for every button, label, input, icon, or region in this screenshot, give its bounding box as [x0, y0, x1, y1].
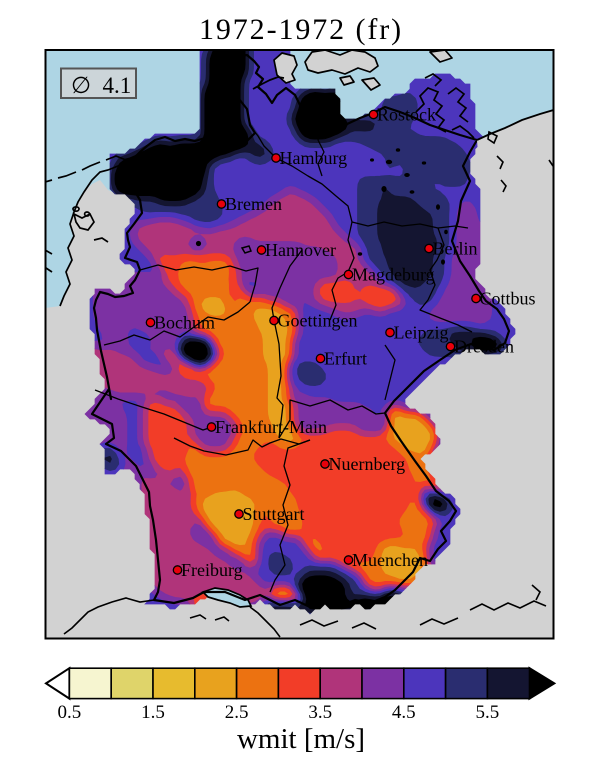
svg-text:1972-1972 (fr): 1972-1972 (fr): [199, 13, 403, 46]
svg-text:Freiburg: Freiburg: [181, 560, 243, 580]
svg-text:Rostock: Rostock: [377, 105, 436, 125]
svg-text:1.5: 1.5: [141, 702, 165, 723]
svg-text:4.5: 4.5: [392, 702, 416, 723]
svg-text:Muenchen: Muenchen: [352, 550, 428, 570]
svg-text:wmit [m/s]: wmit [m/s]: [237, 723, 365, 755]
svg-text:Dresden: Dresden: [454, 337, 514, 357]
svg-text:Frankfurt-Main: Frankfurt-Main: [215, 417, 327, 437]
svg-text:5.5: 5.5: [476, 702, 500, 723]
svg-text:Magdeburg: Magdeburg: [352, 265, 435, 285]
svg-text:Leipzig: Leipzig: [394, 323, 449, 343]
svg-text:Cottbus: Cottbus: [480, 289, 536, 309]
svg-text:∅ 4.1: ∅ 4.1: [71, 73, 131, 98]
svg-text:Berlin: Berlin: [433, 239, 478, 259]
svg-text:Hamburg: Hamburg: [280, 148, 348, 168]
svg-text:Bochum: Bochum: [154, 313, 215, 333]
svg-text:3.5: 3.5: [308, 702, 332, 723]
svg-text:Erfurt: Erfurt: [324, 349, 367, 369]
svg-text:Goettingen: Goettingen: [278, 311, 358, 331]
svg-text:Stuttgart: Stuttgart: [243, 504, 305, 524]
svg-text:Hannover: Hannover: [265, 240, 336, 260]
svg-text:Bremen: Bremen: [225, 194, 282, 214]
svg-text:2.5: 2.5: [225, 702, 249, 723]
svg-text:Nuernberg: Nuernberg: [329, 454, 406, 474]
svg-text:0.5: 0.5: [58, 702, 82, 723]
